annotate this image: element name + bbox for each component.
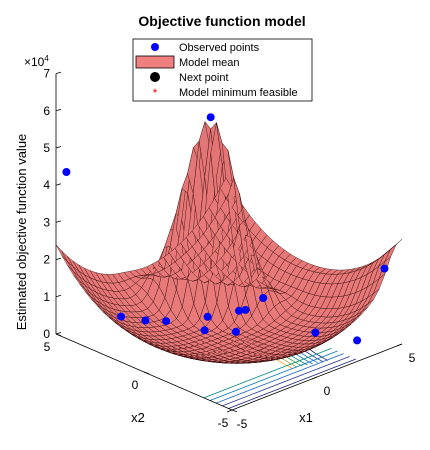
surface-patch: [390, 239, 403, 250]
surface-mesh: [55, 121, 403, 364]
z-tick-mark: [55, 257, 62, 260]
observed-point: [62, 168, 71, 176]
legend-marker: *: [153, 86, 158, 100]
contour-line: [228, 358, 357, 409]
z-tick-label: 4: [43, 178, 50, 192]
legend-marker: [151, 43, 159, 51]
legend-entry: Next point: [179, 72, 229, 84]
legend-marker: [150, 72, 160, 82]
chart-title: Objective function model: [138, 13, 305, 29]
z-tick-label: 2: [43, 253, 50, 267]
observed-point: [259, 294, 268, 302]
x2-tick-label: 5: [44, 340, 51, 354]
z-tick-mark: [55, 332, 62, 335]
x2-tick-mark: [55, 333, 62, 337]
z-tick-label: 1: [43, 290, 50, 304]
observed-point: [203, 312, 212, 321]
observed-point: [311, 328, 320, 337]
observed-point: [117, 312, 126, 321]
observed-point: [200, 326, 209, 335]
x1-tick-label: -5: [237, 417, 248, 431]
z-tick-mark: [55, 294, 62, 298]
x-axis-label: x1: [299, 410, 313, 425]
z-multiplier: ×104: [24, 54, 49, 69]
z-tick-label: 5: [43, 141, 50, 155]
z-axis-label: Estimated objective function value: [14, 134, 29, 331]
x2-tick-mark: [143, 371, 150, 375]
x1-tick-mark: [311, 376, 318, 380]
z-tick-mark: [55, 146, 62, 149]
y-axis-label: x2: [131, 410, 145, 425]
contour-line: [209, 350, 338, 401]
legend-entry: Model minimum feasible: [179, 87, 298, 99]
z-tick-label: 7: [43, 67, 50, 81]
observed-point: [353, 336, 362, 345]
z-tick-label: 6: [43, 104, 50, 118]
contour-line: [216, 353, 344, 404]
legend: Observed points Model mean Next point * Mode…: [132, 38, 313, 102]
observed-point: [241, 305, 250, 314]
x1-tick-mark: [226, 409, 233, 413]
z-tick-label: 3: [43, 215, 50, 229]
observed-point: [235, 306, 243, 315]
legend-marker: [135, 55, 175, 69]
observed-point: [162, 317, 171, 326]
z-tick-mark: [55, 220, 62, 223]
observed-point: [231, 327, 240, 336]
x2-tick-label: 0: [132, 378, 139, 392]
z-tick-mark: [55, 183, 62, 186]
x1-tick-label: 0: [324, 384, 331, 398]
x2-tick-mark: [231, 409, 238, 413]
observed-point: [206, 113, 215, 122]
observed-point: [141, 316, 150, 325]
contour-line: [203, 347, 332, 399]
legend-entry: Model mean: [179, 57, 240, 69]
legend-entry: Observed points: [179, 42, 260, 54]
z-tick-mark: [55, 108, 62, 112]
legend-box: [132, 38, 313, 102]
observed-point: [380, 264, 389, 273]
x1-tick-label: 5: [409, 351, 416, 365]
x1-tick-mark: [396, 343, 403, 347]
z-tick-label: 0: [43, 327, 50, 341]
contour-line: [222, 355, 350, 407]
x2-tick-label: -5: [218, 416, 229, 430]
observed-points-layer: [62, 113, 389, 345]
z-tick-mark: [55, 71, 62, 74]
